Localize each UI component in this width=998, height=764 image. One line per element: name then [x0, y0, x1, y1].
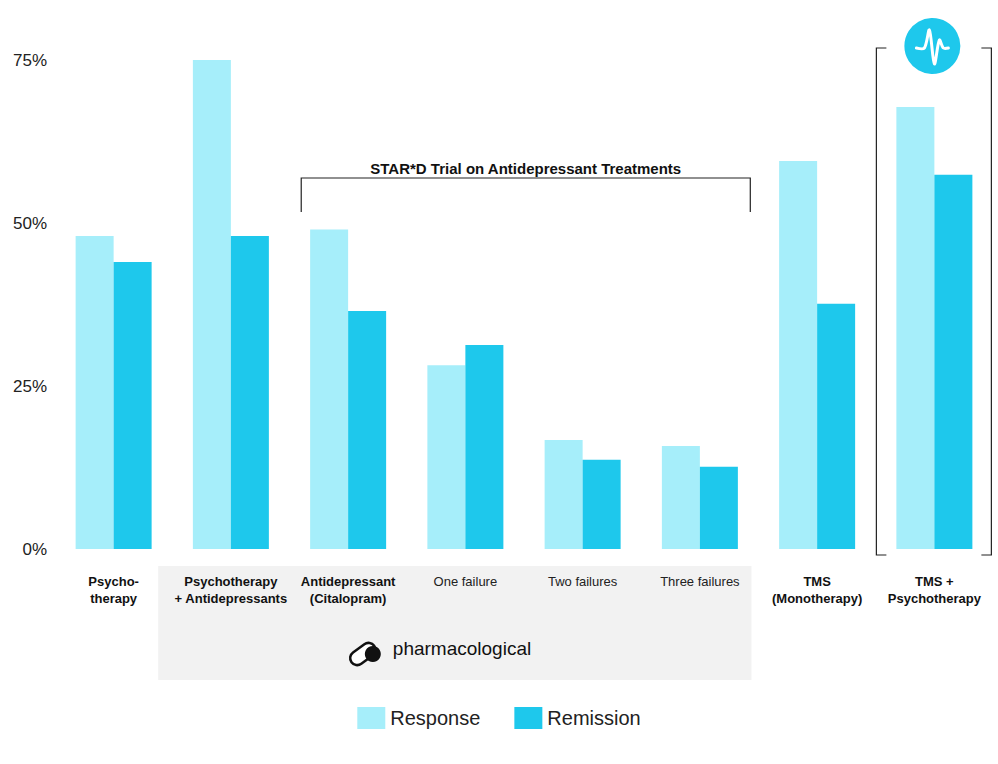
svg-text:Psychotherapy: Psychotherapy [184, 574, 278, 589]
svg-text:Antidepressant: Antidepressant [301, 574, 396, 589]
svg-text:50%: 50% [13, 214, 47, 233]
svg-text:Psycho-: Psycho- [88, 574, 139, 589]
svg-text:pharmacological: pharmacological [393, 638, 531, 659]
svg-text:+ Antidepressants: + Antidepressants [175, 591, 288, 606]
svg-text:TMS: TMS [803, 574, 831, 589]
svg-text:Response: Response [390, 707, 480, 729]
svg-text:One failure: One failure [434, 574, 498, 589]
svg-text:(Citalopram): (Citalopram) [310, 591, 387, 606]
svg-text:Remission: Remission [547, 707, 640, 729]
svg-text:Three failures: Three failures [660, 574, 740, 589]
svg-text:75%: 75% [13, 51, 47, 70]
svg-text:TMS +: TMS + [915, 574, 954, 589]
svg-text:therapy: therapy [90, 591, 138, 606]
svg-text:STAR*D Trial on Antidepressant: STAR*D Trial on Antidepressant Treatment… [370, 160, 681, 177]
svg-text:(Monotherapy): (Monotherapy) [772, 591, 862, 606]
svg-text:Psychotherapy: Psychotherapy [888, 591, 982, 606]
svg-text:Two failures: Two failures [548, 574, 618, 589]
svg-text:0%: 0% [22, 540, 47, 559]
svg-text:25%: 25% [13, 377, 47, 396]
